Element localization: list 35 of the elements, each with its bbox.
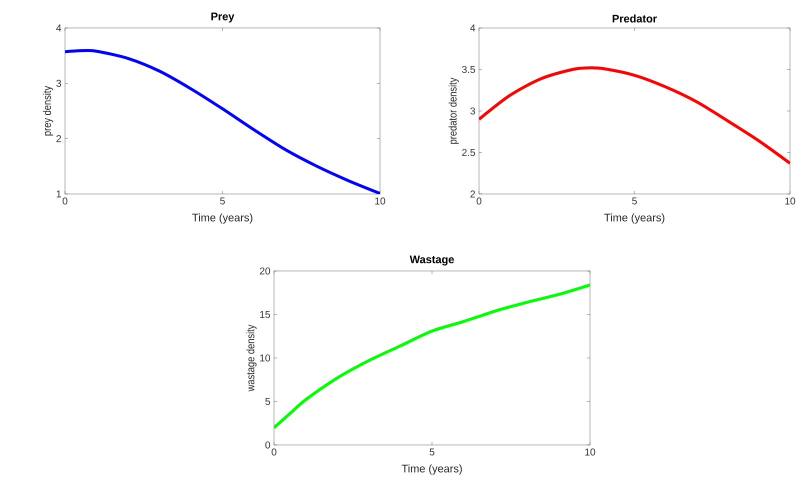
y-tick-label: 3 [470, 107, 476, 115]
y-tick-label: 10 [260, 354, 270, 362]
y-tick-label: 2 [470, 190, 475, 198]
y-tick-label: 2.5 [462, 148, 476, 156]
x-tick-label: 10 [375, 198, 386, 205]
y-tick-label: 0 [265, 441, 270, 449]
x-tick-label: 0 [272, 448, 276, 456]
y-tick-label: 4 [470, 24, 476, 32]
y-tick-label: 2 [56, 135, 61, 142]
y-tick-label: 3.5 [462, 66, 476, 74]
y-axis-title: wastage density [246, 324, 257, 392]
x-tick-label: 0 [476, 198, 482, 205]
x-axis-title: Time (years) [192, 213, 252, 224]
x-tick-label: 10 [585, 448, 596, 456]
x-tick-label: 5 [220, 198, 225, 204]
y-tick-label: 20 [260, 267, 270, 275]
chart-title: Predator [612, 14, 657, 22]
line-series [274, 283, 590, 430]
chart-title: Prey [211, 12, 234, 22]
y-tick-label: 1 [56, 190, 62, 198]
y-tick-label: 15 [260, 311, 270, 318]
line-series [65, 49, 380, 194]
chart-title: Wastage [410, 256, 454, 266]
y-axis-title: prey density [42, 86, 54, 136]
y-axis-title: predator density [448, 78, 459, 144]
x-tick-label: 5 [632, 198, 637, 204]
line-series [479, 66, 790, 165]
x-tick-label: 10 [785, 198, 796, 205]
x-tick-label: 0 [62, 198, 68, 205]
x-tick-label: 5 [430, 448, 434, 456]
y-tick-label: 5 [265, 398, 270, 405]
x-axis-title: Time (years) [604, 213, 664, 224]
y-tick-label: 4 [56, 24, 62, 32]
y-tick-label: 3 [56, 80, 62, 87]
x-axis-title: Time (years) [402, 464, 462, 475]
